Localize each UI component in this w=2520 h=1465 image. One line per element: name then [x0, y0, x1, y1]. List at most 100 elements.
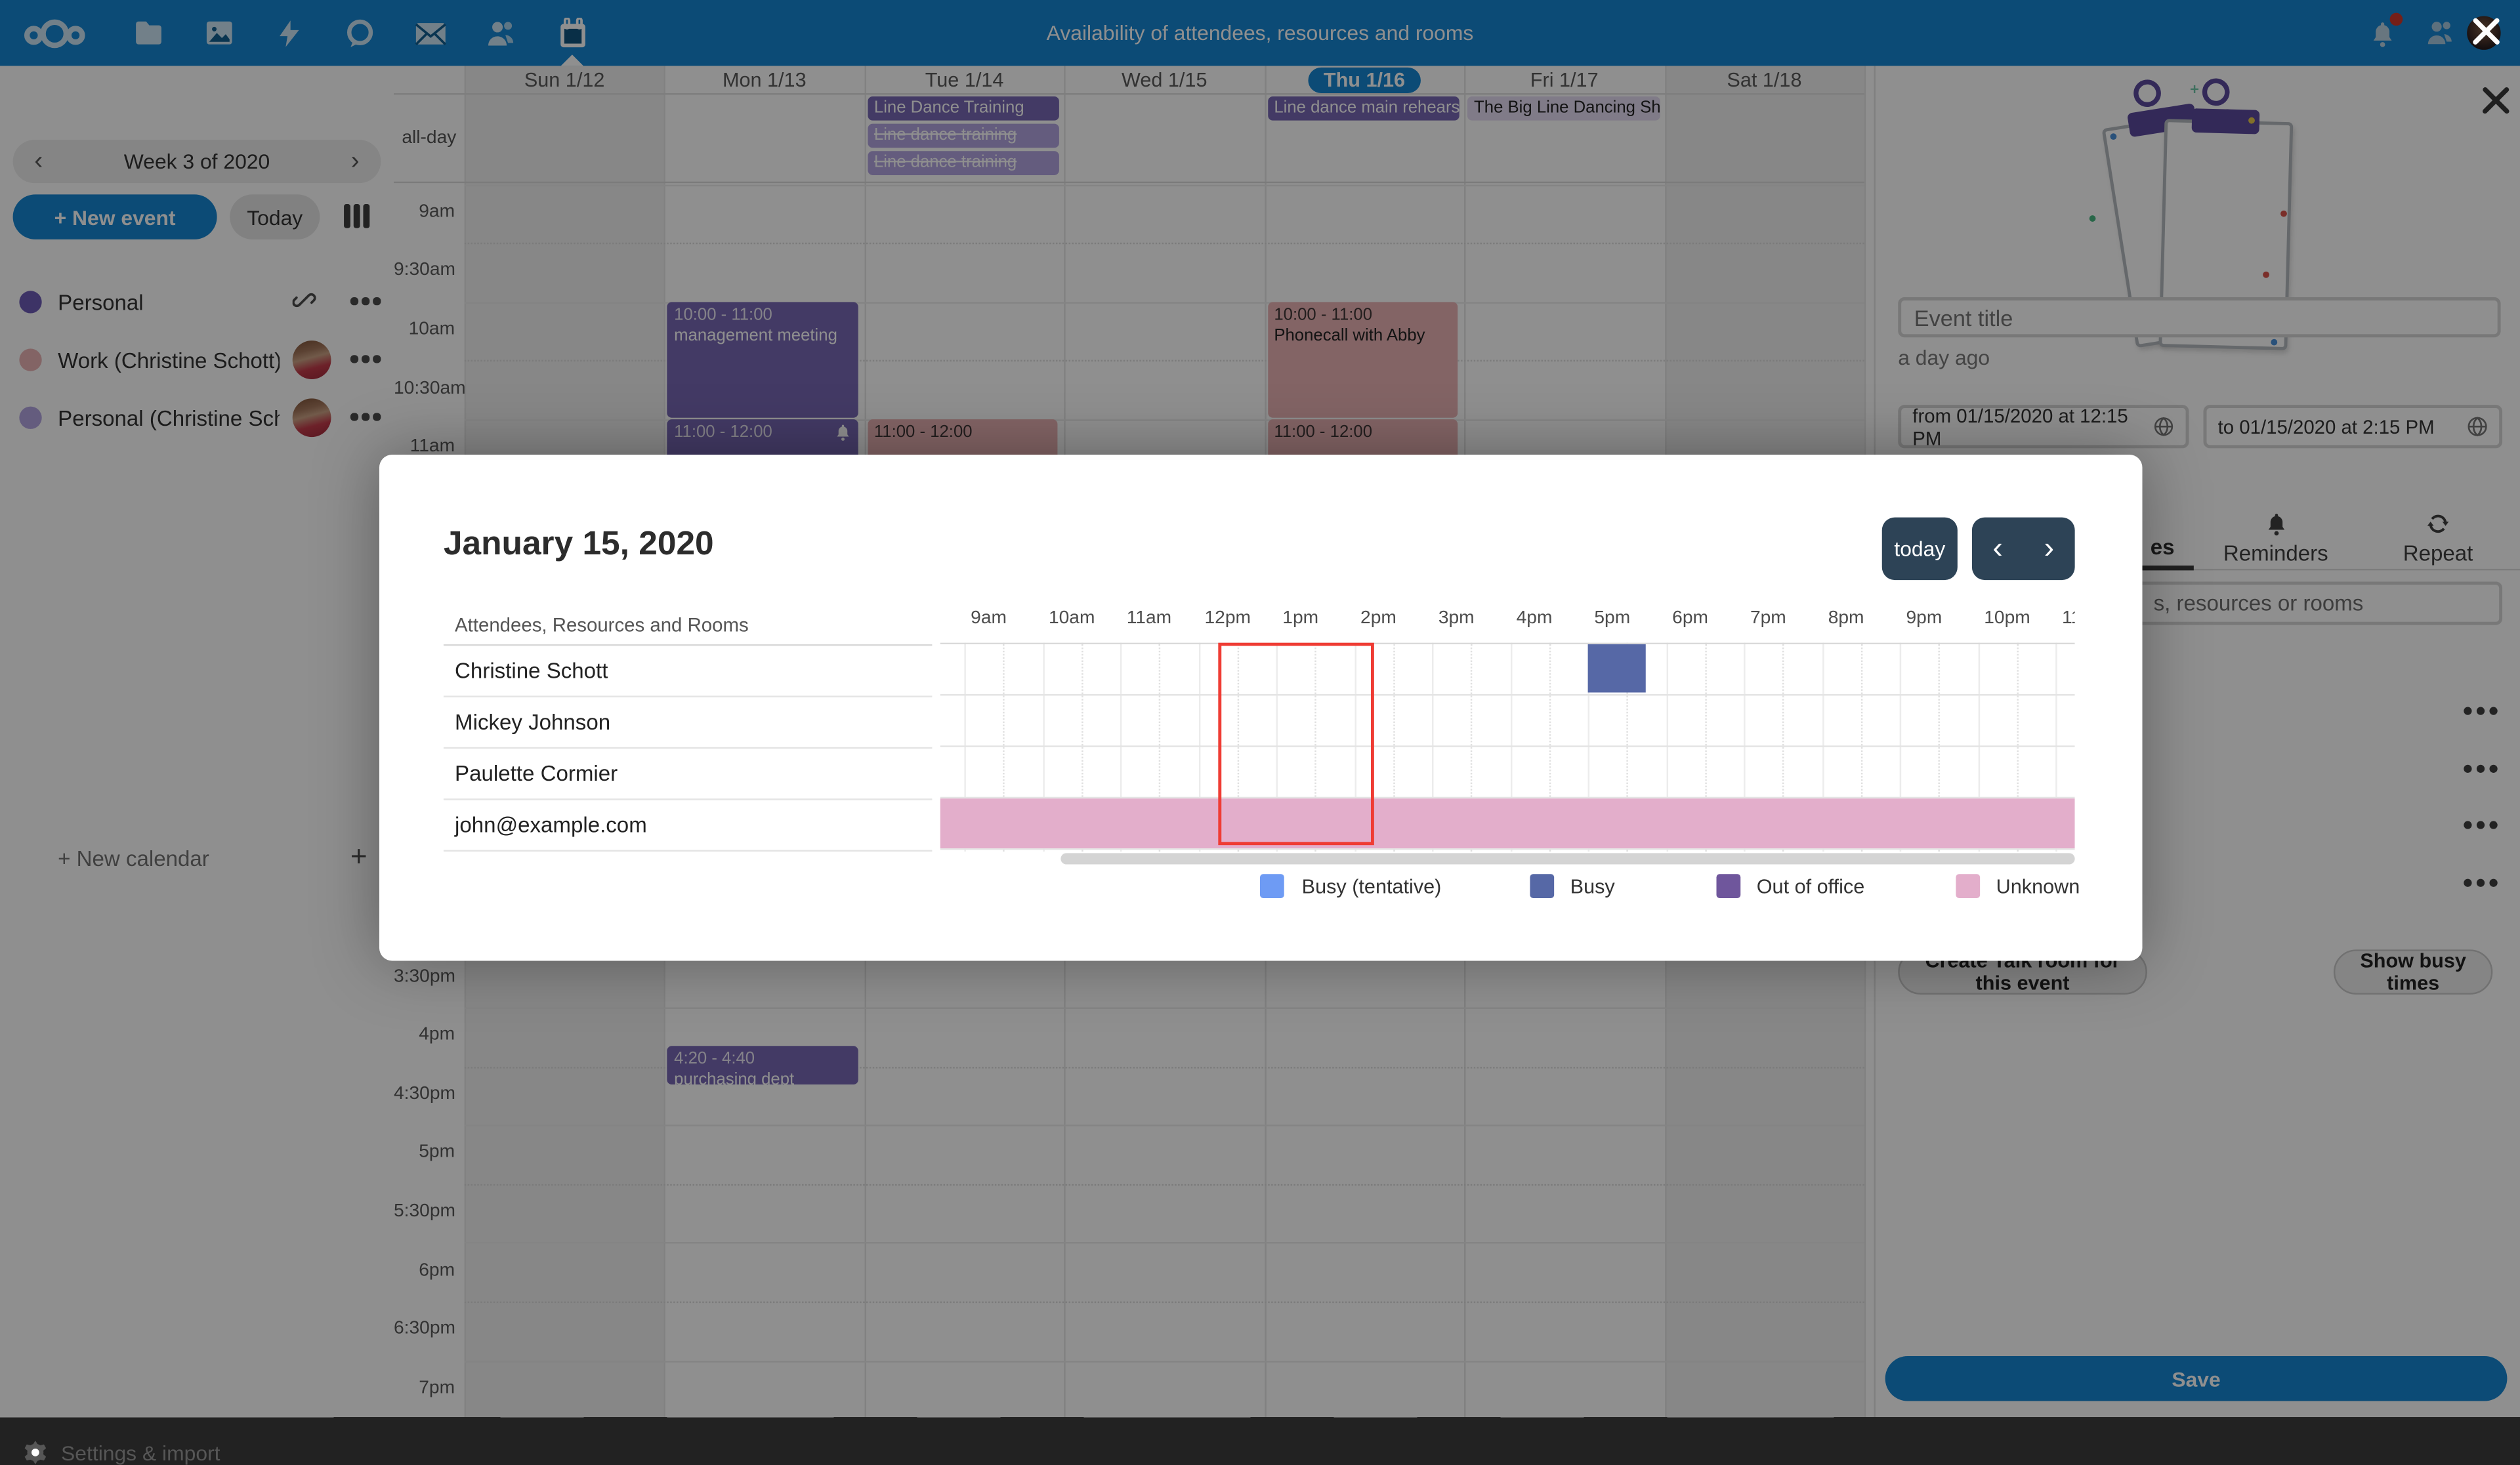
modal-close-icon[interactable] [2470, 14, 2506, 50]
day-header[interactable]: Sun 1/12 [524, 68, 605, 91]
attendee-row-menu-icon[interactable] [2464, 707, 2498, 715]
new-event-button[interactable]: + New event [12, 194, 217, 239]
activity-app-icon[interactable] [254, 0, 325, 66]
time-gutter-label: 9am [419, 202, 455, 222]
time-gutter-label: 10:30am [394, 378, 466, 398]
active-app-indicator [560, 54, 583, 66]
axis-time-label: 1pm [1282, 609, 1319, 629]
attendee-row-menu-icon[interactable] [2464, 878, 2498, 886]
half-hour-gridline [1704, 642, 1707, 852]
unknown-availability-row [940, 798, 2075, 849]
contacts-app-icon[interactable] [466, 0, 537, 66]
event-title-placeholder: Event title [1914, 304, 2013, 331]
axis-time-label: 11am [1126, 609, 1172, 629]
sidebar-calendar-item[interactable]: Personal (Christine Scho… [0, 392, 394, 444]
event-time: 11:00 - 12:00 [674, 422, 772, 442]
from-datetime-field[interactable]: from 01/15/2020 at 12:15 PM [1898, 404, 2189, 449]
row-divider [940, 693, 2075, 696]
view-toggle-icon[interactable] [337, 204, 376, 230]
attendee-row-menu-icon[interactable] [2464, 764, 2498, 772]
nextcloud-logo-icon[interactable] [19, 0, 90, 66]
talk-app-icon[interactable] [325, 0, 396, 66]
settings-import-button[interactable]: Settings & import [22, 1439, 220, 1465]
calendar-name: Personal (Christine Scho… [58, 405, 280, 430]
availability-grid[interactable] [940, 642, 2075, 852]
tab-reminders-label: Reminders [2223, 541, 2328, 566]
day-header[interactable]: Tue 1/14 [925, 68, 1004, 91]
day-header[interactable]: Thu 1/16 [1265, 66, 1465, 93]
to-datetime-value: to 01/15/2020 at 2:15 PM [2217, 415, 2435, 438]
next-day-icon[interactable]: › [2044, 531, 2055, 565]
half-hour-gridline [1081, 642, 1083, 852]
attendee-name: Mickey Johnson [455, 709, 611, 733]
event-title-input[interactable]: Event title [1898, 297, 2501, 338]
all-day-label: all-day [402, 128, 457, 148]
event-time: 10:00 - 11:00 [1274, 304, 1373, 324]
time-gutter-label: 4pm [419, 1025, 455, 1045]
all-day-event[interactable]: Line Dance Training [868, 96, 1060, 121]
new-calendar-label: + New calendar [58, 846, 209, 871]
time-gridline [464, 360, 1864, 362]
mail-app-icon[interactable] [395, 0, 466, 66]
next-week-icon[interactable]: › [350, 147, 360, 175]
calendar-event[interactable]: 4:20 - 4:40 purchasing dept [667, 1046, 858, 1085]
time-gutter-label: 11am [410, 437, 455, 457]
time-gutter-label: 6pm [419, 1260, 455, 1280]
tab-attendees[interactable]: es [2150, 535, 2175, 560]
legend-chip [1956, 874, 1981, 898]
day-header[interactable]: Fri 1/17 [1530, 68, 1599, 91]
calendar-actions-menu-icon[interactable] [350, 355, 381, 363]
axis-time-label: 9am [971, 609, 1007, 629]
files-app-icon[interactable] [112, 0, 183, 66]
axis-time-label: 2pm [1360, 609, 1396, 629]
calendar-actions-menu-icon[interactable] [350, 413, 381, 421]
photos-app-icon[interactable] [183, 0, 254, 66]
hour-gridline [1198, 642, 1200, 852]
week-switcher[interactable]: ‹ Week 3 of 2020 › [12, 140, 381, 184]
day-header[interactable]: Wed 1/15 [1122, 68, 1208, 91]
calendar-event[interactable]: 10:00 - 11:00 management meeting [667, 301, 858, 418]
today-button[interactable]: Today [230, 194, 320, 239]
selected-time-range[interactable] [1217, 642, 1374, 846]
new-calendar-button[interactable]: + New calendar + [0, 450, 394, 873]
show-busy-times-button[interactable]: Show busy times [2333, 949, 2493, 995]
time-gutter-label: 4:30pm [394, 1084, 455, 1104]
previous-week-icon[interactable]: ‹ [34, 147, 43, 175]
save-button[interactable]: Save [1885, 1355, 2508, 1401]
sidebar-calendar-item[interactable]: Work (Christine Schott) [0, 334, 394, 385]
time-gridline [464, 301, 1864, 304]
contacts-menu-icon[interactable] [2404, 0, 2475, 66]
tab-repeat[interactable]: Repeat [2358, 511, 2519, 566]
tab-reminders[interactable]: Reminders [2195, 511, 2356, 566]
to-datetime-field[interactable]: to 01/15/2020 at 2:15 PM [2203, 405, 2503, 449]
all-day-event[interactable]: The Big Line Dancing Show [1467, 96, 1660, 121]
hour-gridline [1509, 642, 1512, 852]
day-header[interactable]: Sat 1/18 [1727, 68, 1802, 91]
share-link-icon[interactable] [292, 287, 317, 320]
modal-today-button[interactable]: today [1881, 517, 1958, 581]
legend-label: Busy (tentative) [1301, 875, 1442, 898]
repeat-icon [2358, 511, 2519, 539]
previous-day-icon[interactable]: ‹ [1992, 531, 2003, 565]
all-day-event[interactable]: Line dance training [868, 151, 1060, 175]
day-header[interactable]: Mon 1/13 [722, 68, 807, 91]
timezone-globe-icon[interactable] [2154, 416, 2175, 437]
hour-gridline [1977, 642, 1979, 852]
time-gridline [464, 1065, 1864, 1068]
calendar-event[interactable]: 10:00 - 11:00 Phonecall with Abby [1267, 301, 1458, 418]
calendar-app-icon[interactable] [537, 0, 608, 66]
gear-icon [24, 1440, 47, 1464]
attendee-row-menu-icon[interactable] [2464, 821, 2498, 829]
timezone-globe-icon[interactable] [2467, 416, 2488, 437]
axis-time-label: 3pm [1438, 609, 1475, 629]
event-reminder-bell-icon [834, 423, 852, 448]
all-day-event[interactable]: Line dance training [868, 123, 1060, 148]
all-day-event[interactable]: Line dance main rehearsal [1267, 96, 1460, 121]
settings-import-label: Settings & import [61, 1440, 220, 1465]
calendar-actions-menu-icon[interactable] [350, 297, 381, 305]
sidebar-calendar-item[interactable]: Personal [0, 276, 394, 327]
notifications-bell-icon[interactable] [2347, 0, 2418, 66]
attendee-name: Paulette Cormier [455, 760, 618, 785]
week-label: Week 3 of 2020 [123, 149, 270, 174]
horizontal-scrollbar[interactable] [1060, 853, 2075, 865]
